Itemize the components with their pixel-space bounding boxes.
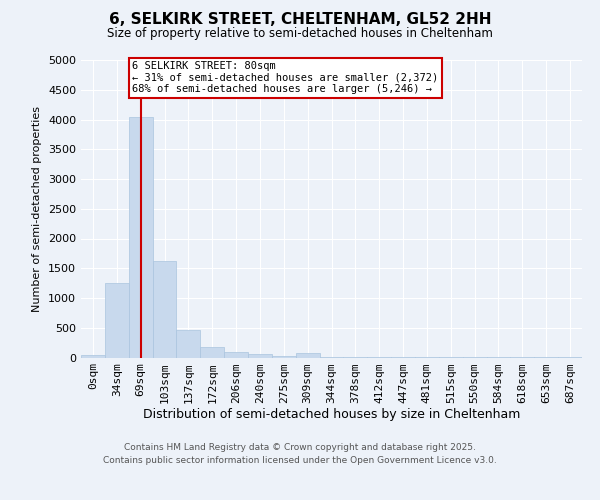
- Bar: [224, 352, 248, 358]
- Bar: [129, 116, 152, 358]
- Bar: [296, 352, 320, 358]
- Bar: [105, 283, 129, 358]
- Bar: [152, 261, 176, 358]
- Bar: [200, 347, 224, 358]
- Bar: [272, 356, 296, 358]
- X-axis label: Distribution of semi-detached houses by size in Cheltenham: Distribution of semi-detached houses by …: [143, 408, 520, 422]
- Text: Contains HM Land Registry data © Crown copyright and database right 2025.: Contains HM Land Registry data © Crown c…: [124, 442, 476, 452]
- Text: Contains public sector information licensed under the Open Government Licence v3: Contains public sector information licen…: [103, 456, 497, 465]
- Text: Size of property relative to semi-detached houses in Cheltenham: Size of property relative to semi-detach…: [107, 28, 493, 40]
- Y-axis label: Number of semi-detached properties: Number of semi-detached properties: [32, 106, 43, 312]
- Bar: [81, 354, 105, 358]
- Bar: [248, 354, 272, 358]
- Bar: [320, 357, 343, 358]
- Text: 6 SELKIRK STREET: 80sqm
← 31% of semi-detached houses are smaller (2,372)
68% of: 6 SELKIRK STREET: 80sqm ← 31% of semi-de…: [132, 61, 439, 94]
- Bar: [176, 330, 200, 357]
- Text: 6, SELKIRK STREET, CHELTENHAM, GL52 2HH: 6, SELKIRK STREET, CHELTENHAM, GL52 2HH: [109, 12, 491, 28]
